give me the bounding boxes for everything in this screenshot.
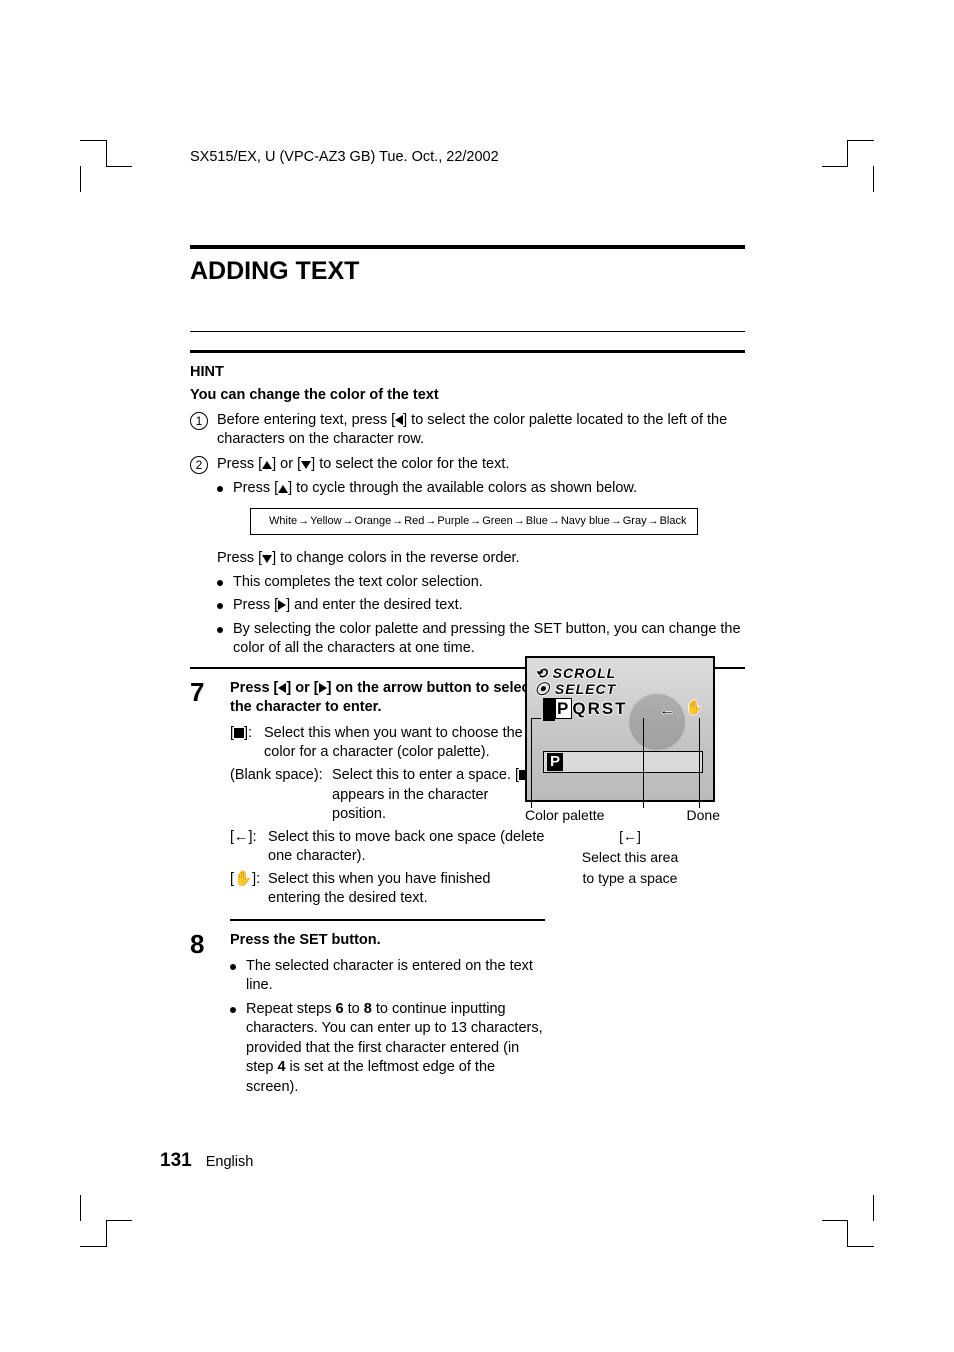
hint-bullet: Press [] and enter the desired text. bbox=[233, 596, 745, 616]
step8-bullet: The selected character is entered on the… bbox=[246, 957, 545, 996]
crop-mark bbox=[822, 140, 874, 192]
back-icon: ← bbox=[659, 700, 675, 722]
fig-label-done: Done bbox=[687, 806, 720, 825]
hint-bullet: Press [] to cycle through the available … bbox=[233, 479, 745, 499]
rule bbox=[190, 245, 745, 249]
desc-val: Select this to enter a space. [] appears… bbox=[332, 766, 545, 825]
color-seq-text: White→Yellow→Orange→Red→Purple→Green→Blu… bbox=[269, 515, 687, 527]
rule bbox=[230, 919, 545, 921]
bullet-icon bbox=[217, 627, 223, 633]
header-meta: SX515/EX, U (VPC-AZ3 GB) Tue. Oct., 22/2… bbox=[190, 148, 499, 168]
step8-bullet: Repeat steps 6 to 8 to continue inputtin… bbox=[246, 1000, 545, 1098]
bullet-icon bbox=[217, 603, 223, 609]
step8-head: Press the SET button. bbox=[230, 931, 545, 951]
down-arrow-icon bbox=[301, 461, 311, 469]
up-arrow-icon bbox=[262, 461, 272, 469]
hint-item-1: Before entering text, press [] to select… bbox=[217, 411, 745, 450]
step-number-1-icon: 1 bbox=[190, 412, 208, 430]
hint-subtitle: You can change the color of the text bbox=[190, 386, 745, 406]
page-footer: 131 English bbox=[160, 1148, 253, 1174]
crop-mark bbox=[80, 1195, 132, 1247]
square-icon bbox=[234, 728, 244, 738]
fig-label-space2: to type a space bbox=[525, 869, 735, 888]
hint-bullet: This completes the text color selection. bbox=[233, 573, 745, 593]
desc-key: []: bbox=[230, 724, 264, 763]
hint-bullet: By selecting the color palette and press… bbox=[233, 620, 745, 659]
up-arrow-icon bbox=[278, 485, 288, 493]
page-title: ADDING TEXT bbox=[190, 255, 745, 289]
desc-key: [←]: bbox=[230, 828, 268, 867]
entered-char: P bbox=[547, 753, 563, 771]
desc-key: [✋]: bbox=[230, 870, 268, 909]
right-arrow-icon bbox=[319, 683, 327, 693]
fig-label-back: [←] bbox=[525, 827, 735, 846]
hint-after: Press [] to change colors in the reverse… bbox=[217, 550, 520, 566]
screen-figure: ⟲ SCROLL ⦿ SELECT PQRST ← ✋ P Color pale… bbox=[525, 656, 735, 888]
right-arrow-icon bbox=[278, 600, 286, 610]
fig-label-palette: Color palette bbox=[525, 806, 604, 825]
bullet-icon bbox=[217, 580, 223, 586]
left-arrow-icon bbox=[278, 683, 286, 693]
bullet-icon bbox=[230, 1007, 236, 1013]
left-arrow-icon bbox=[395, 415, 403, 425]
desc-val: Select this when you want to choose the … bbox=[264, 724, 545, 763]
rule bbox=[190, 331, 745, 332]
page-number: 131 bbox=[160, 1150, 192, 1171]
bullet-icon bbox=[230, 964, 236, 970]
hint-item-2: Press [] or [] to select the color for t… bbox=[217, 455, 745, 475]
done-icon: ✋ bbox=[686, 698, 703, 717]
color-sequence-box: White→Yellow→Orange→Red→Purple→Green→Blu… bbox=[250, 508, 698, 535]
osd-select-label: ⦿ SELECT bbox=[535, 680, 616, 699]
step-number-2-icon: 2 bbox=[190, 456, 208, 474]
desc-val: Select this to move back one space (dele… bbox=[268, 828, 545, 867]
page-lang: English bbox=[206, 1154, 254, 1170]
crop-mark bbox=[80, 140, 132, 192]
crop-mark bbox=[822, 1195, 874, 1247]
step-number: 7 bbox=[190, 679, 230, 909]
desc-val: Select this when you have finished enter… bbox=[268, 870, 545, 909]
down-arrow-icon bbox=[262, 555, 272, 563]
hint-label: HINT bbox=[190, 363, 745, 383]
bullet-icon bbox=[217, 486, 223, 492]
char-row: PQRST bbox=[543, 698, 628, 721]
rule bbox=[190, 350, 745, 353]
step7-head: Press [] or [] on the arrow button to se… bbox=[230, 679, 545, 718]
step-number: 8 bbox=[190, 931, 230, 1098]
lcd-screen: ⟲ SCROLL ⦿ SELECT PQRST ← ✋ P bbox=[525, 656, 715, 802]
desc-key: (Blank space): bbox=[230, 766, 332, 825]
text-line: P bbox=[543, 751, 703, 773]
fig-label-space1: Select this area bbox=[525, 848, 735, 867]
